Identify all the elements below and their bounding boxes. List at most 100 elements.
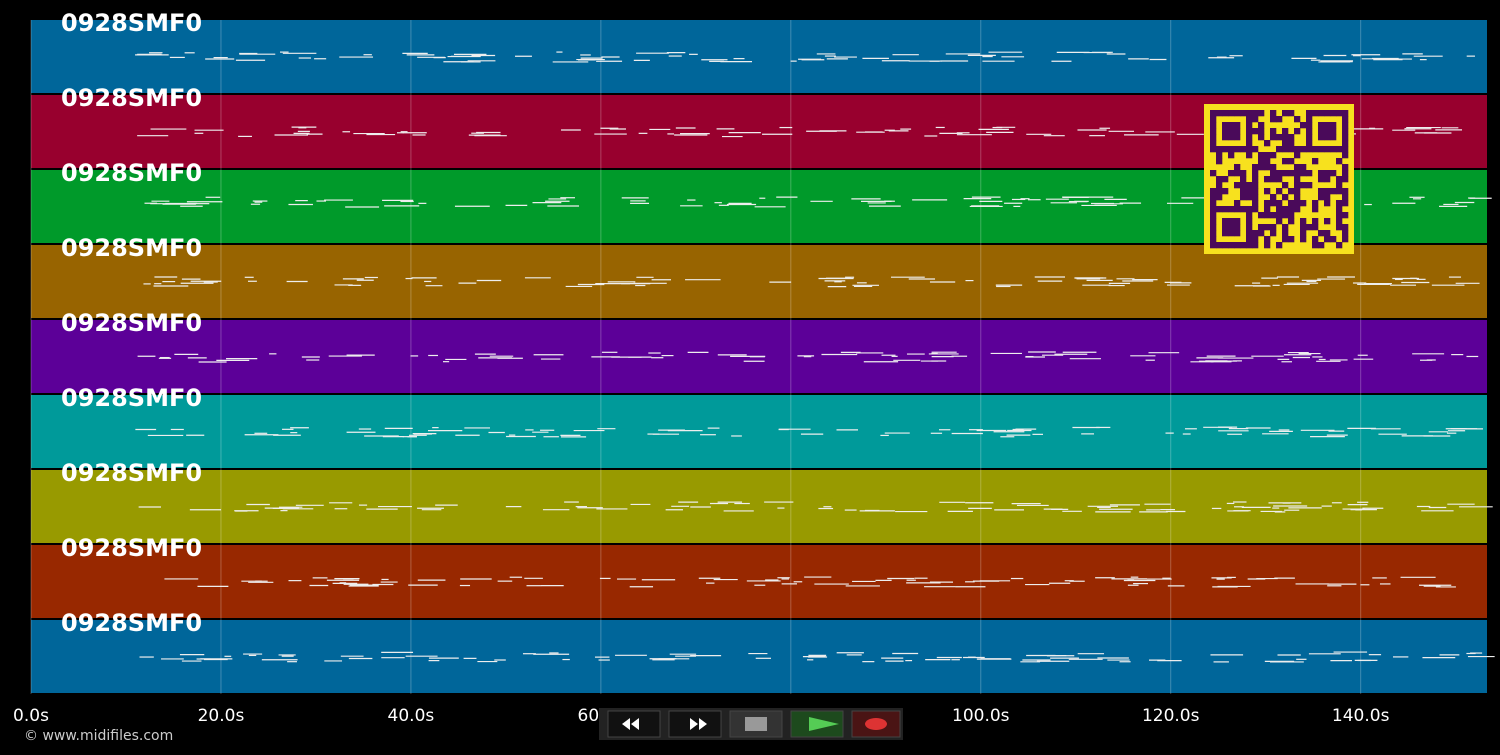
qr-cell xyxy=(1270,200,1277,207)
qr-cell xyxy=(1312,146,1319,153)
qr-cell xyxy=(1210,122,1217,129)
play-button[interactable] xyxy=(790,710,844,738)
qr-cell xyxy=(1288,110,1295,117)
qr-cell xyxy=(1336,182,1343,189)
track-label: 0928SMF0 xyxy=(61,9,202,37)
qr-cell xyxy=(1324,122,1331,129)
track-label: 0928SMF0 xyxy=(61,159,202,187)
qr-cell xyxy=(1264,224,1271,231)
qr-cell xyxy=(1342,122,1349,129)
x-tick-label: 120.0s xyxy=(1142,706,1200,726)
record-button[interactable] xyxy=(851,710,901,738)
x-tick-label: 100.0s xyxy=(952,706,1010,726)
qr-cell xyxy=(1330,236,1337,243)
notes xyxy=(137,351,1479,363)
qr-cell xyxy=(1216,158,1223,165)
qr-cell xyxy=(1342,212,1349,219)
qr-cell xyxy=(1270,230,1277,237)
qr-cell xyxy=(1300,218,1307,225)
qr-cell xyxy=(1330,188,1337,195)
qr-cell xyxy=(1234,230,1241,237)
qr-cell xyxy=(1246,122,1253,129)
qr-cell xyxy=(1228,152,1235,159)
track-lane xyxy=(31,245,1487,318)
qr-cell xyxy=(1342,236,1349,243)
notes xyxy=(139,651,1495,663)
qr-cell xyxy=(1210,236,1217,243)
qr-cell xyxy=(1270,176,1277,183)
qr-cell xyxy=(1222,224,1229,231)
qr-cell xyxy=(1252,170,1259,177)
qr-cell xyxy=(1276,242,1283,249)
qr-cell xyxy=(1234,128,1241,135)
rewind-button[interactable] xyxy=(607,710,661,738)
qr-cell xyxy=(1306,134,1313,141)
forward-button[interactable] xyxy=(668,710,722,738)
qr-cell xyxy=(1210,218,1217,225)
qr-cell xyxy=(1294,152,1301,159)
qr-cell xyxy=(1336,110,1343,117)
stop-button[interactable] xyxy=(729,710,783,738)
track-label: 0928SMF0 xyxy=(61,384,202,412)
qr-cell xyxy=(1246,116,1253,123)
qr-cell xyxy=(1216,188,1223,195)
qr-cell xyxy=(1258,164,1265,171)
qr-cell xyxy=(1264,206,1271,213)
qr-cell xyxy=(1342,116,1349,123)
qr-cell xyxy=(1318,134,1325,141)
qr-cell xyxy=(1342,164,1349,171)
qr-cell xyxy=(1240,170,1247,177)
qr-cell xyxy=(1300,170,1307,177)
qr-cell xyxy=(1246,146,1253,153)
qr-cell xyxy=(1264,212,1271,219)
qr-cell xyxy=(1210,140,1217,147)
qr-cell xyxy=(1336,206,1343,213)
controls xyxy=(599,708,903,740)
qr-cell xyxy=(1318,146,1325,153)
qr-cell xyxy=(1276,188,1283,195)
qr-cell xyxy=(1342,128,1349,135)
qr-cell xyxy=(1246,206,1253,213)
track-label: 0928SMF0 xyxy=(61,534,202,562)
qr-cell xyxy=(1222,146,1229,153)
qr-cell xyxy=(1324,218,1331,225)
qr-cell xyxy=(1318,242,1325,249)
qr-cell xyxy=(1288,170,1295,177)
qr-cell xyxy=(1294,182,1301,189)
track-label: 0928SMF0 xyxy=(61,309,202,337)
qr-cell xyxy=(1276,218,1283,225)
qr-cell xyxy=(1240,110,1247,117)
qr-cell xyxy=(1222,206,1229,213)
qr-cell xyxy=(1216,110,1223,117)
qr-cell xyxy=(1318,110,1325,117)
qr-cell xyxy=(1336,212,1343,219)
qr-cell xyxy=(1210,224,1217,231)
qr-cell xyxy=(1306,140,1313,147)
qr-cell xyxy=(1246,212,1253,219)
notes xyxy=(138,501,1493,513)
qr-cell xyxy=(1294,164,1301,171)
qr-cell xyxy=(1294,176,1301,183)
qr-cell xyxy=(1270,212,1277,219)
qr-cell xyxy=(1288,140,1295,147)
qr-cell xyxy=(1288,206,1295,213)
qr-cell xyxy=(1342,152,1349,159)
qr-cell xyxy=(1282,128,1289,135)
qr-cell xyxy=(1210,206,1217,213)
qr-cell xyxy=(1282,182,1289,189)
qr-cell xyxy=(1228,230,1235,237)
qr-cell xyxy=(1312,224,1319,231)
qr-cell xyxy=(1312,158,1319,165)
qr-cell xyxy=(1312,236,1319,243)
qr-cell xyxy=(1312,242,1319,249)
qr-cell xyxy=(1264,164,1271,171)
qr-cell xyxy=(1336,158,1343,165)
qr-cell xyxy=(1216,194,1223,201)
qr-cell xyxy=(1252,176,1259,183)
qr-cell xyxy=(1276,134,1283,141)
qr-cell xyxy=(1264,158,1271,165)
qr-cell xyxy=(1210,110,1217,117)
qr-cell xyxy=(1216,152,1223,159)
notes xyxy=(135,426,1483,438)
